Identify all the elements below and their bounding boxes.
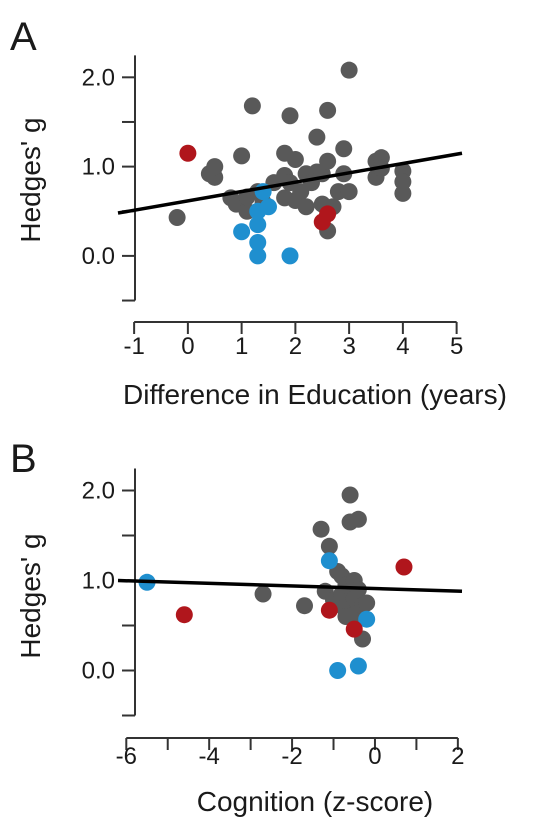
x-tick-label: -6 <box>116 743 137 770</box>
blue-data-point <box>281 247 299 265</box>
x-tick-label: 0 <box>181 333 194 360</box>
x-tick-label: 4 <box>396 333 409 360</box>
grey-data-point <box>206 158 224 176</box>
x-tick-label: -2 <box>281 743 302 770</box>
regression-line <box>117 151 463 215</box>
y-tick-label: 1.0 <box>82 568 115 595</box>
grey-data-point <box>358 594 376 612</box>
grey-data-point <box>296 597 314 615</box>
x-axis-title: Difference in Education (years) <box>123 379 507 410</box>
grey-data-point <box>312 520 330 538</box>
blue-data-point <box>320 552 338 570</box>
blue-data-point <box>233 223 251 241</box>
grey-data-point <box>254 585 272 603</box>
grey-data-point <box>340 183 358 201</box>
blue-data-point <box>349 657 367 675</box>
x-tick-label: 0 <box>368 743 381 770</box>
y-axis-title: Hedges' g <box>15 533 46 658</box>
grey-data-point <box>394 184 412 202</box>
y-tick-label: 0.0 <box>82 243 115 270</box>
x-tick-label: 3 <box>342 333 355 360</box>
y-tick-label: 2.0 <box>82 64 115 91</box>
grey-data-point <box>233 147 251 165</box>
grey-data-point <box>286 150 304 168</box>
blue-data-point <box>249 247 267 265</box>
red-data-point <box>319 205 337 223</box>
y-tick-label: 1.0 <box>82 154 115 181</box>
grey-data-point <box>243 97 261 115</box>
blue-data-point <box>329 662 347 679</box>
grey-data-point <box>281 107 299 125</box>
y-tick-label: 2.0 <box>82 478 115 505</box>
grey-data-point <box>320 537 338 555</box>
blue-data-point <box>358 610 376 628</box>
y-axis-title: Hedges' g <box>15 117 46 242</box>
red-data-point <box>345 620 363 638</box>
x-tick-label: 1 <box>235 333 248 360</box>
y-tick-label: 0.0 <box>82 658 115 685</box>
panel-letter-a: A <box>10 15 37 59</box>
blue-data-point <box>249 216 267 234</box>
grey-data-point <box>349 510 367 528</box>
grey-data-point <box>168 209 186 226</box>
x-tick-label: -1 <box>123 333 144 360</box>
panel-b-scatter: 0.0 1.0 2.0 -6 -4 -2 0 2 Cognition (z-score) Hedg… <box>15 468 465 817</box>
x-tick-label: 2 <box>451 743 464 770</box>
grey-data-point <box>335 140 353 158</box>
x-tick-label: 5 <box>450 333 463 360</box>
red-data-point <box>395 558 413 576</box>
red-data-point <box>179 144 197 162</box>
red-data-point <box>175 606 193 624</box>
regression-line <box>117 578 463 594</box>
x-tick-label: -4 <box>199 743 220 770</box>
grey-data-point <box>340 61 358 79</box>
grey-data-point <box>297 198 315 216</box>
grey-data-point <box>341 486 359 504</box>
blue-data-point <box>260 198 277 216</box>
panel-a-scatter: 0.0 1.0 2.0 -1 0 1 2 3 4 5 Difference in Education… <box>15 55 507 410</box>
x-axis-title: Cognition (z-score) <box>197 786 434 817</box>
grey-data-point <box>308 128 326 146</box>
x-tick-label: 2 <box>289 333 302 360</box>
red-data-point <box>320 601 338 619</box>
panel-letter-b: B <box>10 437 37 481</box>
grey-data-point <box>319 152 337 170</box>
grey-data-point <box>319 101 337 119</box>
blue-data-point <box>249 234 267 251</box>
